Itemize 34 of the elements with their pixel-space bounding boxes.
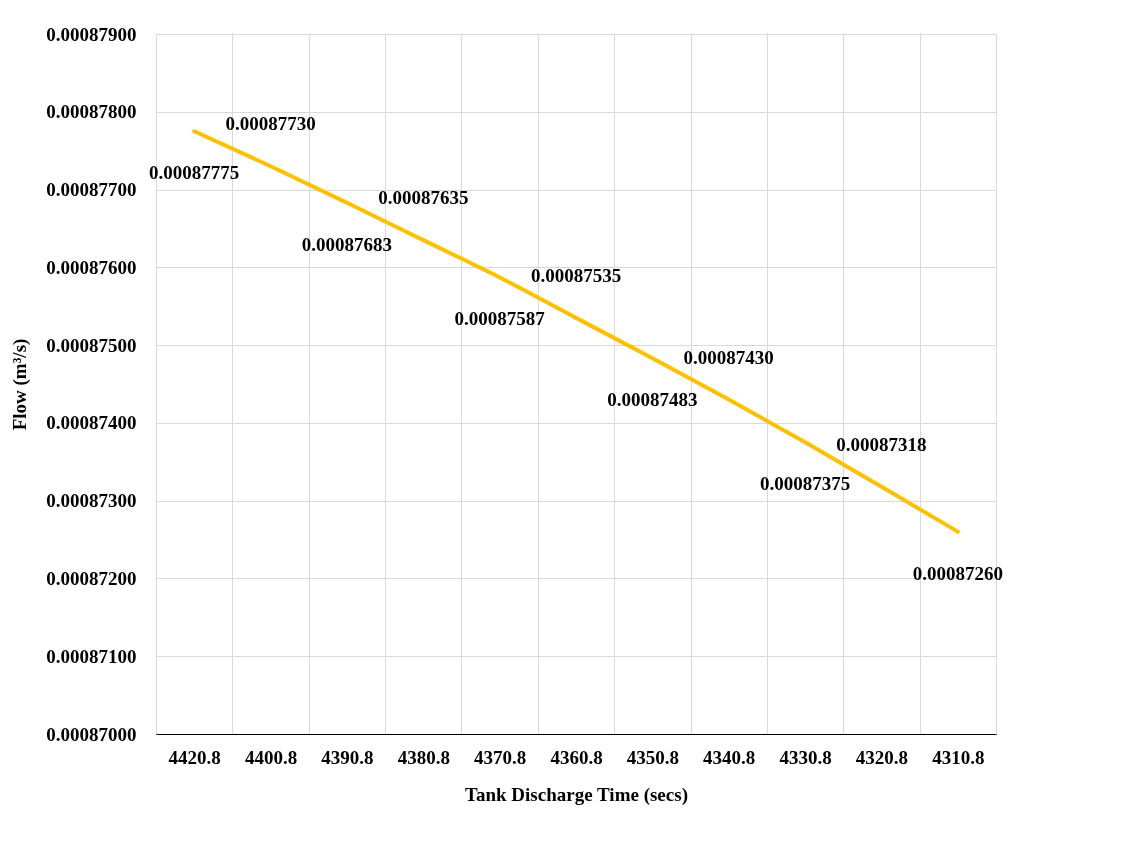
data-label: 0.00087730	[225, 113, 316, 135]
y-tick-label: 0.00087400	[46, 412, 137, 434]
x-axis-title: Tank Discharge Time (secs)	[465, 783, 688, 806]
y-tick-label: 0.00087000	[46, 723, 137, 745]
y-tick-label: 0.00087500	[46, 334, 137, 356]
x-tick-label: 4370.8	[474, 746, 527, 768]
data-label: 0.00087683	[301, 233, 393, 255]
y-tick-label: 0.00087900	[46, 23, 137, 45]
y-tick-label: 0.00087700	[46, 179, 137, 201]
data-label: 0.00087318	[836, 433, 927, 455]
data-label: 0.00087535	[530, 264, 622, 286]
x-tick-label: 4360.8	[550, 746, 603, 768]
x-tick-label: 4390.8	[321, 746, 374, 768]
x-tick-label: 4310.8	[932, 746, 985, 768]
y-tick-label: 0.00087100	[46, 645, 137, 667]
y-tick-label: 0.00087600	[46, 256, 137, 278]
x-tick-label: 4330.8	[779, 746, 832, 768]
y-axis-title: Flow (m³/s)	[9, 338, 32, 431]
x-tick-label: 4340.8	[703, 746, 756, 768]
y-tick-label: 0.00087800	[46, 101, 137, 123]
data-label: 0.00087260	[912, 562, 1003, 584]
x-tick-label: 4320.8	[855, 746, 909, 768]
y-tick-label: 0.00087300	[46, 490, 137, 512]
x-tick-label: 4420.8	[168, 746, 221, 768]
x-tick-label: 4400.8	[244, 746, 298, 768]
data-label: 0.00087430	[683, 346, 774, 368]
x-tick-label: 4350.8	[626, 746, 679, 768]
data-label: 0.00087483	[607, 389, 698, 411]
data-label: 0.00087635	[378, 187, 469, 209]
y-tick-label: 0.00087200	[46, 567, 137, 589]
data-label: 0.00087587	[454, 308, 546, 330]
data-label: 0.00087375	[759, 473, 851, 495]
x-tick-label: 4380.8	[397, 746, 450, 768]
data-label: 0.00087775	[149, 162, 240, 184]
